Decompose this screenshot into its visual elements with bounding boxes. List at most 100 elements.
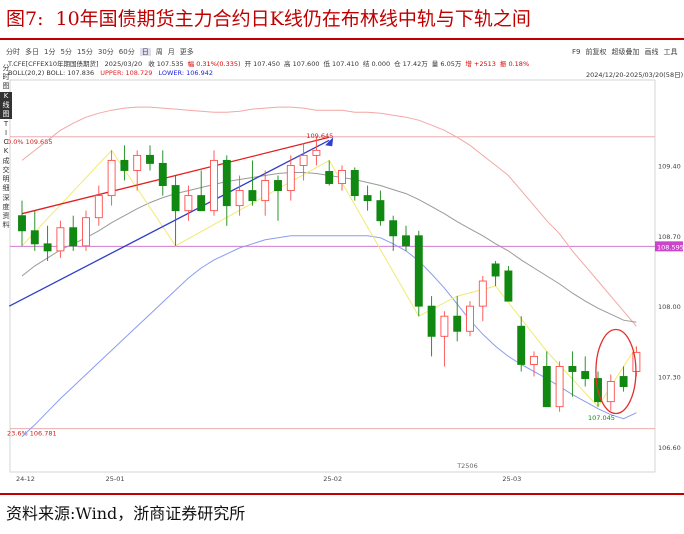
candle-body <box>286 164 295 192</box>
tool-button-2[interactable]: 超级叠加 <box>611 48 640 56</box>
fib-level-label: 23.6% 106.781 <box>7 430 57 438</box>
quote-field-8: 增 +2513 <box>465 60 496 68</box>
source-text: Wind，浙商证券研究所 <box>75 504 246 523</box>
sidebar-tab-4[interactable]: 深度资料 <box>2 194 10 229</box>
candle-body <box>146 154 154 164</box>
quote-field-2: 开 107.450 <box>244 60 281 68</box>
candle-body <box>235 190 244 207</box>
period-tab-7[interactable]: 日 <box>139 48 151 56</box>
boll-upper-value: UPPER: 108.729 <box>100 69 153 77</box>
tools-toolbar: F9 前复权 超级叠加 画线 工具 <box>572 47 682 57</box>
candle-body <box>56 227 65 252</box>
source-rule <box>0 493 684 495</box>
quote-field-0: 收 107.535 <box>148 60 184 68</box>
period-tab-9[interactable]: 月 <box>167 48 175 56</box>
candle-body <box>248 190 257 202</box>
tool-button-4[interactable]: 工具 <box>663 48 678 56</box>
candle-body <box>30 230 39 245</box>
quote-field-7: 量 6.05万 <box>431 60 462 68</box>
candle-body <box>402 235 410 247</box>
candle-body <box>606 381 615 403</box>
highlight-ellipse <box>595 328 637 415</box>
x-tick-label: 25-03 <box>502 475 521 483</box>
candle-body <box>453 315 462 332</box>
date-range: 2024/12/20-2025/03/20(58日) <box>586 71 684 79</box>
boll-upper-line <box>21 106 637 327</box>
contract-name: T.CFE[CFFEX10年期国债期货] <box>8 60 99 68</box>
candle-body <box>517 325 526 365</box>
candle-body <box>43 243 52 252</box>
candle-body <box>440 315 449 337</box>
figure-title: 图7: 10年国债期货主力合约日K线仍在布林线中轨与下轨之间 <box>0 0 684 38</box>
x-tick-label: 25-01 <box>106 475 125 483</box>
candle-body <box>107 159 116 197</box>
y-tick-label: 109.40 <box>658 162 681 170</box>
boll-mid-value: BOLL: 107.836 <box>46 69 95 77</box>
trendline-arrowhead <box>325 137 334 147</box>
boll-label: BOLL(20,2) <box>8 69 45 77</box>
period-toolbar: 分时 多日 1分 5分 15分 30分 60分日周月更多 <box>6 47 199 57</box>
candle-body <box>504 270 513 302</box>
candle-body <box>619 376 628 388</box>
x-tick-label: 24-12 <box>16 475 35 483</box>
candle-body <box>530 355 538 365</box>
period-tab-10[interactable]: 更多 <box>179 48 194 56</box>
period-tab-5[interactable]: 30分 <box>97 48 114 56</box>
candle-body <box>491 263 500 277</box>
period-tab-3[interactable]: 5分 <box>60 48 72 56</box>
quote-field-3: 高 107.600 <box>284 60 320 68</box>
candle-body <box>350 170 359 197</box>
figure-number: 图7: <box>6 8 44 30</box>
period-tab-1[interactable]: 多日 <box>25 48 39 56</box>
candle-body <box>363 195 372 202</box>
candle-body <box>94 195 103 219</box>
quote-field-5: 结 0.000 <box>362 60 391 68</box>
tool-button-3[interactable]: 画线 <box>644 48 659 56</box>
candle-body <box>555 366 564 408</box>
candle-body <box>261 180 270 202</box>
candle-body <box>120 159 129 171</box>
kline-chart: 106.60 107.30 108.00 108.70 109.40 24-12 25-01… <box>7 79 684 483</box>
sidebar-tab-0[interactable]: 分时图 <box>2 64 10 90</box>
period-tab-8[interactable]: 周 <box>155 48 163 56</box>
candle-body <box>197 195 206 212</box>
quote-info-bar: T.CFE[CFFEX10年期国债期货] 2025/03/20 收 107.53… <box>8 58 533 68</box>
quote-field-9: 振 0.18% <box>499 60 530 68</box>
quote-field-1: 幅 0.31%(0.335) <box>187 60 241 68</box>
period-tab-0[interactable]: 分时 <box>6 48 20 56</box>
quote-field-6: 仓 17.42万 <box>394 60 428 68</box>
candle-body <box>184 195 193 212</box>
lower-trendline <box>8 139 330 307</box>
period-high-label: 109.645 <box>306 132 333 140</box>
title-rule <box>0 38 684 40</box>
tool-button-0[interactable]: F9 <box>572 48 581 56</box>
candle-body <box>312 149 321 156</box>
candle-body <box>427 305 436 337</box>
candle-body <box>414 235 423 307</box>
fib-level-label: 0.0% 109.685 <box>7 138 52 146</box>
candle-body <box>158 162 167 186</box>
y-tick-label: 106.60 <box>658 444 681 452</box>
tool-button-1[interactable]: 前复权 <box>585 48 607 56</box>
period-tab-4[interactable]: 15分 <box>76 48 93 56</box>
candle-body <box>478 280 487 307</box>
candle-body <box>581 371 590 379</box>
x-tick-label: 25-02 <box>323 475 342 483</box>
candle-body <box>376 200 385 222</box>
candle-body <box>171 185 180 212</box>
period-tab-2[interactable]: 1分 <box>44 48 56 56</box>
candle-body <box>299 154 308 166</box>
candle-body <box>568 366 577 372</box>
candle-body <box>542 366 551 408</box>
contract-code-label: T2506 <box>456 462 478 470</box>
candle-body <box>338 170 346 184</box>
candle-body <box>133 154 142 171</box>
plot-frame <box>9 79 656 473</box>
candle-body <box>222 159 231 207</box>
period-tab-6[interactable]: 60分 <box>118 48 135 56</box>
price-marker-label: 108.595 <box>657 243 684 251</box>
sidebar-tab-3[interactable]: 成交明细 <box>2 157 10 192</box>
